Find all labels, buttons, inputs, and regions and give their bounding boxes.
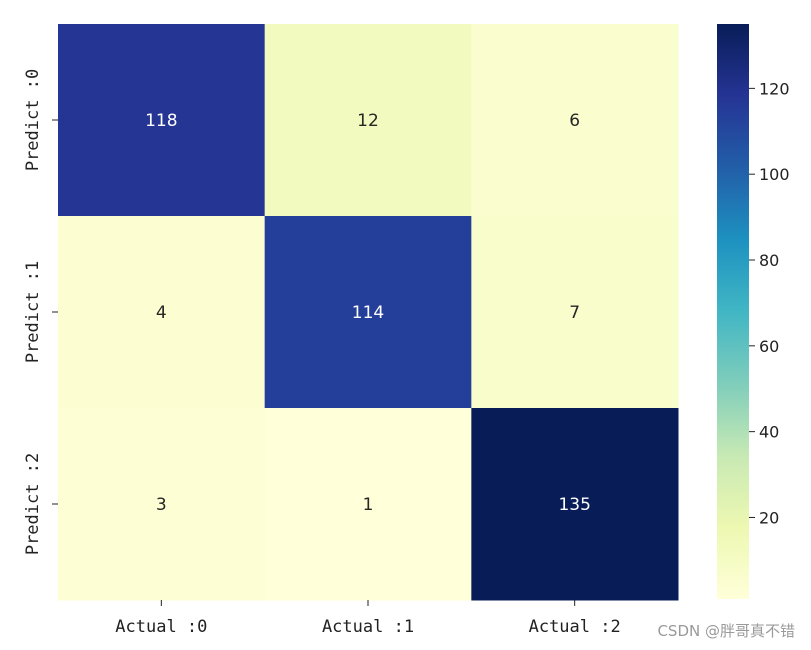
colorbar: 20 40 60 80 100 120	[717, 24, 790, 599]
cell-value-label: 114	[352, 303, 384, 323]
cell-value-label: 12	[357, 111, 379, 131]
watermark-text: CSDN @胖哥真不错	[657, 622, 795, 640]
cell-value-label: 7	[569, 303, 580, 323]
heatmap-cell	[264, 216, 472, 409]
cell-value-label: 6	[569, 111, 580, 131]
y-tick-label: Predict :0	[23, 69, 43, 171]
colorbar-tick-label: 100	[759, 165, 790, 184]
x-axis: Actual :0 Actual :1 Actual :2	[115, 600, 621, 637]
heatmap-cell	[264, 408, 472, 601]
colorbar-tick-label: 80	[759, 251, 779, 270]
heatmap-cell	[58, 24, 266, 217]
cell-value-labels: 118 12 6 4 114 7 3 1 135	[145, 111, 591, 515]
y-tick-label: Predict :1	[23, 261, 43, 363]
colorbar-tick-label: 60	[759, 337, 779, 356]
heatmap-cell	[58, 216, 266, 409]
x-tick-label: Actual :0	[115, 617, 207, 637]
heatmap-cell	[264, 24, 472, 217]
y-tick-label: Predict :2	[23, 453, 43, 555]
colorbar-gradient	[717, 24, 749, 599]
x-tick-label: Actual :1	[322, 617, 414, 637]
cell-value-label: 1	[363, 495, 374, 515]
heatmap-cell	[471, 216, 679, 409]
cell-value-label: 118	[145, 111, 177, 131]
heatmap-cell	[471, 24, 679, 217]
colorbar-tick-label: 40	[759, 423, 779, 442]
heatmap-cells	[58, 24, 679, 601]
cell-value-label: 135	[558, 495, 590, 515]
heatmap-cell	[471, 408, 679, 601]
colorbar-tick-label: 20	[759, 508, 779, 527]
colorbar-tick-label: 120	[759, 79, 790, 98]
cell-value-label: 3	[156, 495, 167, 515]
heatmap-cell	[58, 408, 266, 601]
cell-value-label: 4	[156, 303, 167, 323]
x-tick-label: Actual :2	[529, 617, 621, 637]
y-axis: Predict :0 Predict :1 Predict :2	[23, 69, 58, 555]
